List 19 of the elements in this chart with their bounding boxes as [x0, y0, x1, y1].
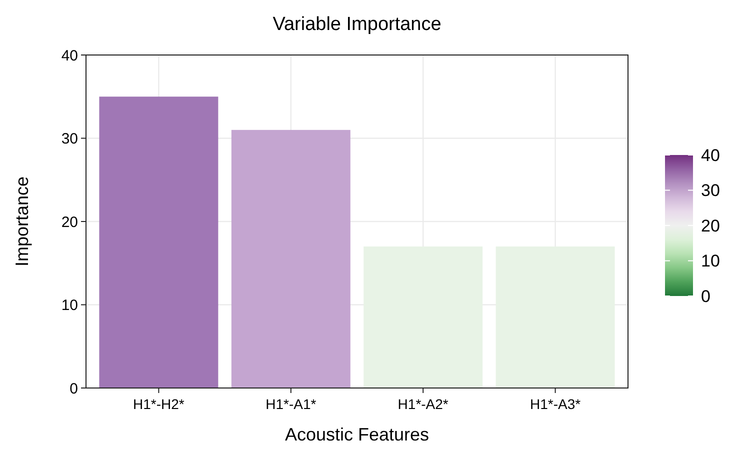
color-bar-label: 30 [701, 181, 720, 200]
bar [99, 96, 218, 388]
x-tick-label: H1*-H2* [133, 396, 185, 412]
x-axis-title: Acoustic Features [284, 424, 430, 445]
y-tick-label: 40 [61, 47, 78, 64]
y-tick-label: 10 [61, 297, 78, 314]
chart-title: Variable Importance [272, 14, 442, 35]
color-bar-label: 40 [701, 146, 720, 165]
bar [231, 130, 350, 388]
color-bar-label: 0 [701, 286, 710, 306]
x-tick-label: H1*-A2* [398, 396, 449, 412]
y-axis-title: Importance [12, 176, 32, 267]
x-tick-label: H1*-A1* [266, 396, 317, 412]
y-tick-label: 20 [61, 214, 78, 231]
y-tick-label: 0 [70, 380, 78, 398]
x-tick-label: H1*-A3* [530, 396, 582, 412]
color-bar-label: 20 [701, 216, 720, 236]
color-bar-label: 10 [701, 252, 720, 271]
y-tick-label: 30 [61, 130, 78, 148]
